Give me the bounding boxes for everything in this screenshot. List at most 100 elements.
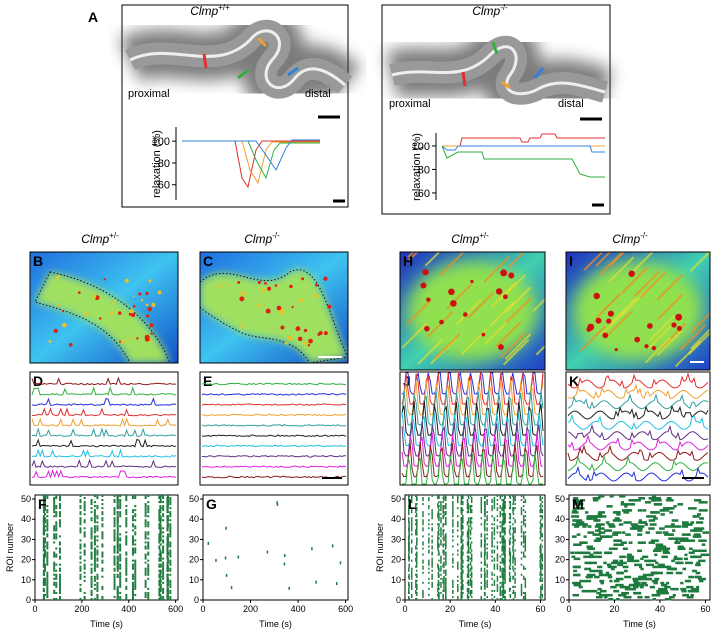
x-tick-label: 200 <box>74 604 89 614</box>
event <box>116 535 119 538</box>
event <box>480 573 483 576</box>
event <box>415 553 417 556</box>
event <box>522 535 525 538</box>
event <box>101 511 104 514</box>
event <box>43 545 46 548</box>
event <box>651 495 657 498</box>
event <box>415 583 417 586</box>
event <box>79 501 82 504</box>
event <box>125 525 128 528</box>
event <box>502 537 504 540</box>
event <box>79 499 82 502</box>
event <box>572 573 581 577</box>
event <box>147 501 150 504</box>
event <box>46 579 49 582</box>
event <box>503 591 505 594</box>
event <box>502 513 504 516</box>
event <box>462 587 464 590</box>
event <box>442 501 444 504</box>
event <box>503 559 505 562</box>
event <box>58 597 61 600</box>
event <box>42 583 45 586</box>
event <box>162 541 165 544</box>
event <box>96 597 99 600</box>
event <box>540 503 542 506</box>
event <box>93 511 96 514</box>
event <box>410 519 413 522</box>
event <box>125 595 128 598</box>
event <box>159 497 162 500</box>
event <box>491 577 493 580</box>
event <box>457 495 459 498</box>
streak <box>489 300 516 327</box>
event <box>461 545 463 548</box>
event <box>504 597 506 600</box>
event <box>169 541 172 544</box>
event <box>496 587 499 590</box>
event <box>166 517 169 520</box>
event <box>605 571 610 575</box>
streak <box>583 252 604 271</box>
event <box>486 557 488 560</box>
event <box>339 561 342 565</box>
event <box>504 551 506 554</box>
event <box>53 565 56 568</box>
event <box>415 569 418 572</box>
event <box>491 501 493 504</box>
event <box>461 577 463 580</box>
event <box>119 597 122 600</box>
panel-title: Clmp+/+ <box>190 3 230 18</box>
event <box>437 581 440 584</box>
event <box>466 543 469 546</box>
event <box>162 547 165 550</box>
event <box>131 535 134 538</box>
event <box>658 591 663 595</box>
event <box>484 563 486 566</box>
event <box>648 497 657 500</box>
event <box>90 555 93 558</box>
event <box>166 543 169 546</box>
event <box>93 521 96 524</box>
cell <box>317 333 321 337</box>
event <box>42 543 45 546</box>
event <box>101 587 104 590</box>
trace <box>401 400 544 436</box>
event <box>685 561 693 565</box>
cell <box>218 284 222 288</box>
event <box>504 559 506 562</box>
event <box>43 499 46 502</box>
event <box>131 585 134 588</box>
event <box>410 571 413 574</box>
event <box>483 567 486 570</box>
event <box>166 573 169 576</box>
event <box>466 565 469 568</box>
event <box>408 597 410 600</box>
event <box>162 557 165 560</box>
event <box>461 535 463 538</box>
event <box>440 543 442 546</box>
streak <box>467 292 494 319</box>
event <box>125 587 128 590</box>
event <box>486 571 488 574</box>
event <box>467 529 470 532</box>
event <box>540 575 542 578</box>
event <box>166 527 169 530</box>
event <box>408 537 410 540</box>
event <box>147 547 150 550</box>
event <box>42 557 45 560</box>
cell <box>62 322 67 328</box>
event <box>462 569 464 572</box>
event <box>524 579 527 582</box>
event <box>452 553 454 556</box>
cell <box>138 292 142 296</box>
event <box>638 521 648 524</box>
event <box>125 593 128 596</box>
cell <box>671 322 677 328</box>
event <box>611 561 618 565</box>
event <box>79 513 82 516</box>
event <box>42 547 45 550</box>
event <box>484 547 486 550</box>
y-tick-label: 10 <box>189 575 199 585</box>
event <box>520 557 523 560</box>
event <box>101 523 104 526</box>
